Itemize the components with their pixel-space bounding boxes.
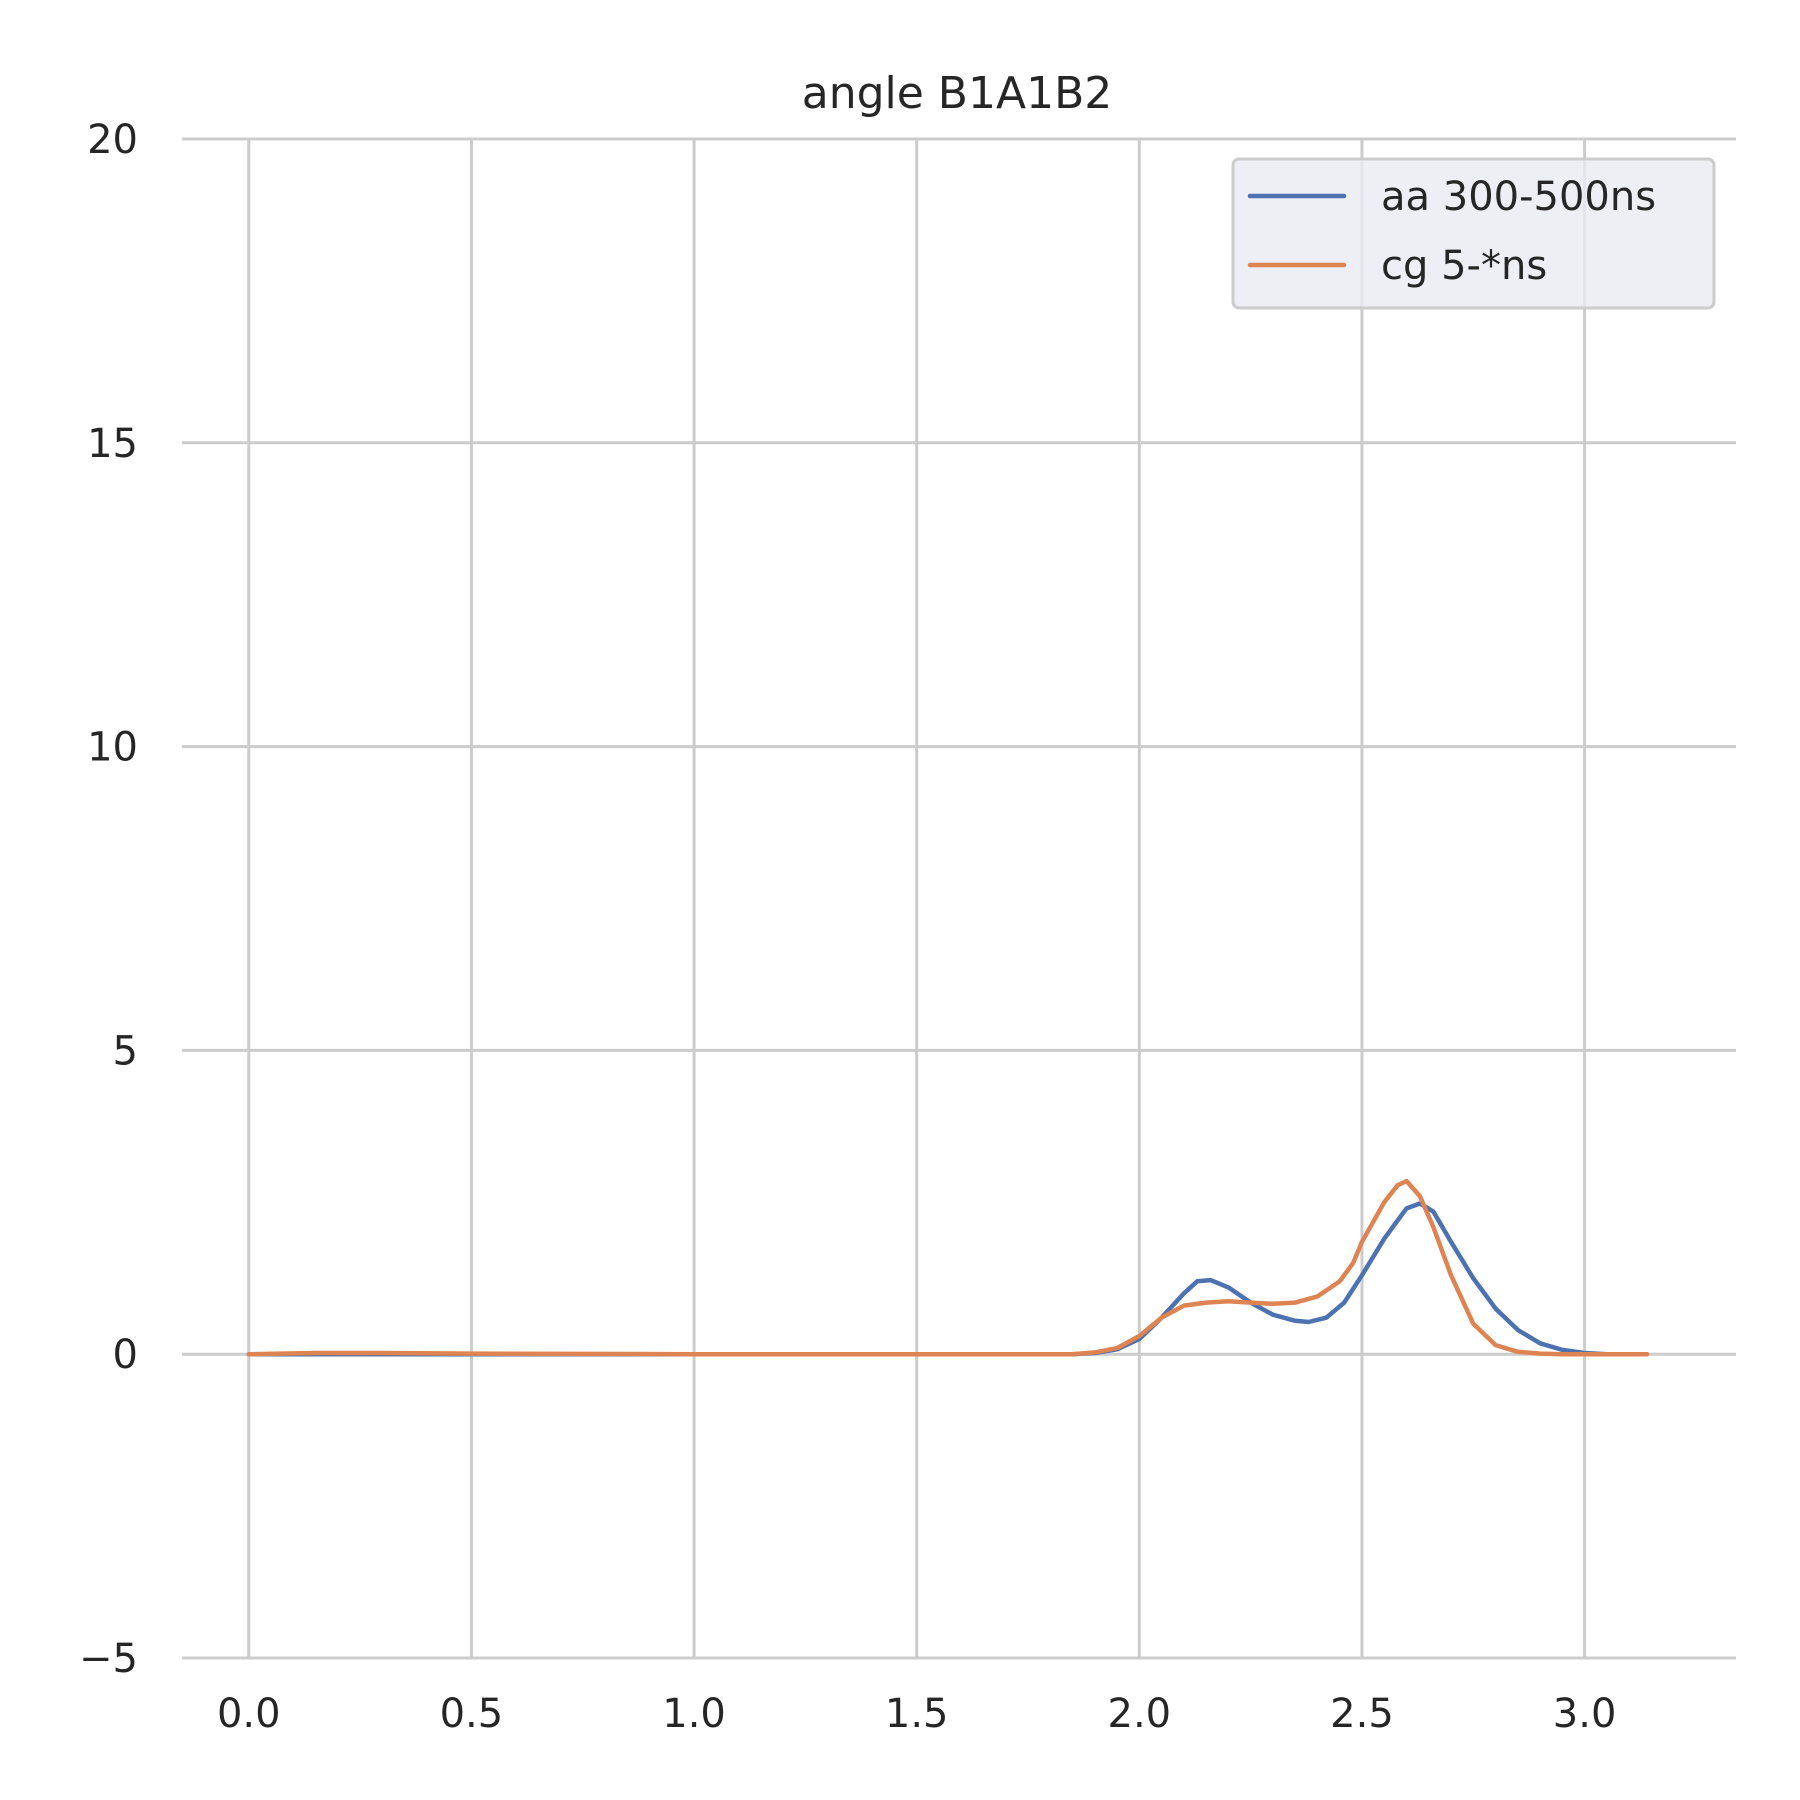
y-tick-label: 0 bbox=[113, 1332, 138, 1378]
y-tick-label: 10 bbox=[87, 725, 138, 771]
legend-label: aa 300-500ns bbox=[1381, 174, 1656, 220]
y-tick-label: 15 bbox=[87, 421, 138, 467]
series-line-aa bbox=[246, 1201, 1650, 1357]
x-tick-label: 0.0 bbox=[217, 1691, 281, 1737]
legend[interactable]: aa 300-500ns cg 5-*ns bbox=[1231, 157, 1716, 310]
grid bbox=[182, 137, 1736, 1660]
x-tick-label: 2.5 bbox=[1330, 1691, 1394, 1737]
y-tick-label: −5 bbox=[79, 1636, 138, 1682]
series-line-cg bbox=[246, 1178, 1650, 1357]
legend-box bbox=[1231, 157, 1716, 310]
chart-title: angle B1A1B2 bbox=[802, 68, 1113, 119]
tick-labels: 0.0 0.5 1.0 1.5 2.0 2.5 3.0 −5 0 5 10 15 20 bbox=[79, 117, 1616, 1737]
y-tick-label: 20 bbox=[87, 117, 138, 163]
y-tick-label: 5 bbox=[113, 1028, 138, 1074]
legend-label: cg 5-*ns bbox=[1381, 243, 1547, 289]
x-tick-label: 1.0 bbox=[662, 1691, 726, 1737]
x-tick-label: 1.5 bbox=[885, 1691, 949, 1737]
x-tick-label: 0.5 bbox=[440, 1691, 504, 1737]
series-lines bbox=[246, 1178, 1650, 1357]
x-tick-label: 3.0 bbox=[1553, 1691, 1617, 1737]
x-tick-label: 2.0 bbox=[1108, 1691, 1172, 1737]
